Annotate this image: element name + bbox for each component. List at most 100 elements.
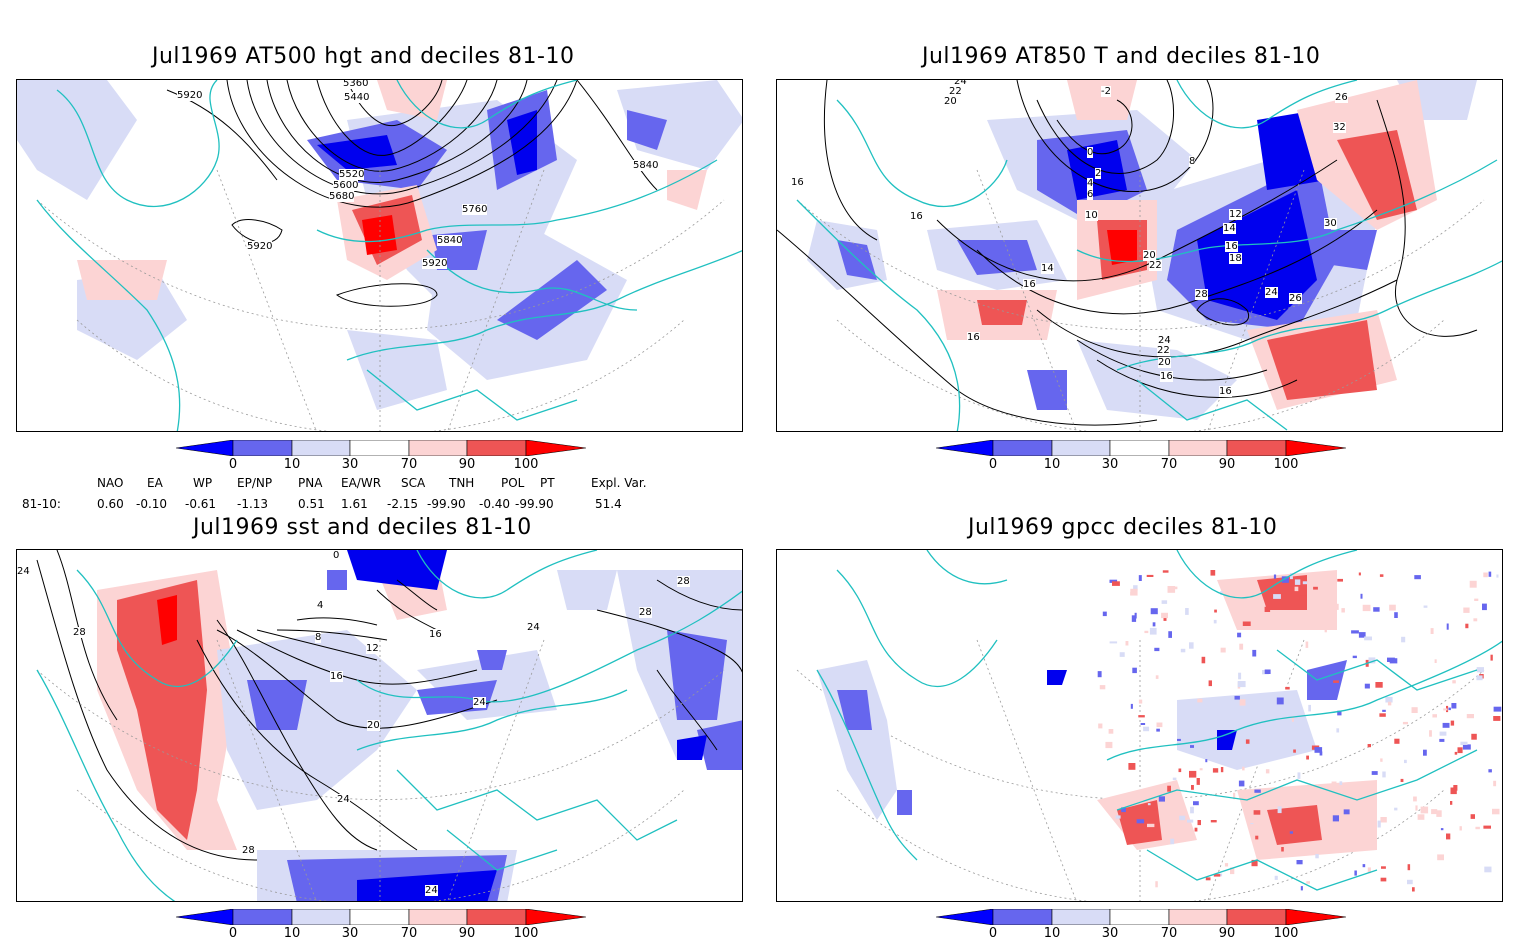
precip-cell [1274, 875, 1278, 880]
precip-cell [1193, 801, 1199, 806]
precip-cell [1294, 586, 1299, 592]
precip-cell [1172, 777, 1177, 781]
precip-cell [1414, 575, 1421, 580]
contour-label-9: 16 [429, 629, 442, 640]
precip-cell [1299, 595, 1307, 600]
precip-cell [1319, 751, 1323, 756]
precip-cell [1446, 833, 1451, 840]
colorbar-swatch [525, 909, 586, 925]
precip-cell [1149, 627, 1157, 635]
precip-cell [1379, 713, 1386, 717]
contour-label-3: 28 [242, 845, 255, 856]
precip-cell [1496, 574, 1499, 578]
colorbar-tick: 30 [341, 926, 359, 941]
contour-label-31: 16 [1160, 371, 1173, 382]
precip-cell [1488, 571, 1492, 577]
precip-cell [1242, 766, 1245, 771]
contour-label-1: 24 [17, 566, 30, 577]
precip-cell [1246, 792, 1251, 797]
precip-cell [1177, 738, 1181, 741]
precip-cell [1394, 738, 1400, 744]
colorbar-tick: 0 [988, 457, 998, 472]
index-header-eawr: EA/WR [341, 476, 382, 490]
precip-cell [1189, 642, 1194, 649]
contour-label-1: 24 [954, 80, 967, 87]
map-panel-sst: 24 28 28 24 20 16 12 8 16 24 28 28 24 24… [16, 549, 743, 902]
precip-cell [1224, 863, 1229, 867]
contour-label-11: 28 [639, 607, 652, 618]
contour-label-13: 16 [1225, 241, 1238, 252]
contour-label-16: 22 [1149, 260, 1162, 271]
precip-cell [1237, 681, 1246, 688]
precip-cell [1439, 731, 1447, 736]
colorbar-swatch [1226, 909, 1287, 925]
colorbar-tick: 100 [1273, 457, 1299, 472]
precip-cell [1367, 867, 1371, 874]
precip-cell [1336, 603, 1339, 610]
precip-cell [1401, 636, 1406, 643]
index-value-wp: -0.61 [185, 497, 217, 511]
precip-cell [1463, 607, 1470, 613]
precip-cell [1296, 860, 1303, 865]
precip-cell [1239, 643, 1244, 650]
index-header-pna: PNA [298, 476, 323, 490]
contour-label-25: 16 [791, 177, 804, 188]
precip-cell [1465, 623, 1469, 629]
colorbar-swatch [176, 440, 234, 456]
precip-cell [1394, 612, 1398, 618]
colorbar-tick: 70 [1160, 457, 1178, 472]
precip-cell [1264, 669, 1271, 674]
precip-cell [1144, 630, 1149, 634]
contour-label-6: 5760 [462, 204, 488, 215]
precip-cell [1220, 591, 1223, 595]
precip-cell [1423, 749, 1427, 756]
precip-cell [1140, 723, 1146, 725]
precip-cell [1190, 806, 1194, 814]
index-value-sca: -2.15 [387, 497, 419, 511]
precip-cell [1454, 751, 1458, 755]
precip-cell [1098, 723, 1103, 729]
colorbar-swatch [936, 909, 994, 925]
precip-cell [1362, 864, 1366, 868]
colorbar-swatch [466, 440, 527, 456]
precip-cell [1214, 609, 1217, 613]
precip-cell [1213, 874, 1221, 877]
precip-cell [1109, 641, 1118, 644]
colorbar-tick: 10 [283, 457, 301, 472]
precip-cell [1180, 648, 1186, 653]
precip-cell [1448, 707, 1451, 711]
contour-label-12: 14 [1223, 223, 1236, 234]
precip-cell [1253, 810, 1261, 815]
precip-cell [1255, 835, 1259, 840]
precip-cell [1161, 600, 1168, 604]
precip-cell [1156, 728, 1160, 732]
precip-cell [1308, 704, 1311, 712]
precip-cell [1440, 828, 1444, 831]
precip-cell [1292, 701, 1298, 708]
contour-label-6: 16 [330, 671, 343, 682]
colorbar-swatch [466, 909, 527, 925]
precip-cell [1099, 685, 1106, 690]
precip-cell [1273, 594, 1281, 599]
contour-label-19: 28 [1195, 289, 1208, 300]
precip-cell [1097, 671, 1102, 678]
contour-label-28: 22 [1157, 345, 1170, 356]
contour-label-4: -2 [1101, 86, 1111, 97]
panel-title-sst: Jul1969 sst and deciles 81-10 [193, 515, 532, 540]
precip-cell [1115, 815, 1121, 819]
colorbar-swatch [525, 440, 586, 456]
index-value-pol: -0.40 [479, 497, 511, 511]
precip-cell [1371, 771, 1378, 775]
contour-label-2: 5440 [344, 92, 370, 103]
precip-cell [1130, 588, 1138, 596]
precip-cell [1138, 715, 1145, 718]
colorbar-tick: 90 [458, 457, 476, 472]
precip-cell [1402, 721, 1408, 725]
precip-cell [1213, 619, 1217, 624]
precip-cell [1450, 720, 1455, 726]
precip-cell [1285, 741, 1292, 744]
precip-cell [1189, 770, 1197, 778]
precip-cell [1191, 785, 1194, 790]
precip-cell [1161, 612, 1168, 619]
precip-cell [1156, 722, 1163, 728]
